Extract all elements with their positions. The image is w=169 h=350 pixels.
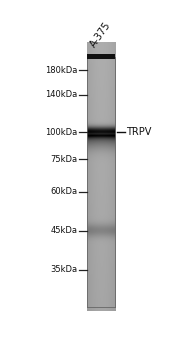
Text: 35kDa: 35kDa [50,265,77,274]
Text: 75kDa: 75kDa [50,155,77,164]
Text: 45kDa: 45kDa [50,226,77,235]
Text: 140kDa: 140kDa [45,90,77,99]
Text: 100kDa: 100kDa [45,128,77,137]
Bar [87,54,115,59]
Text: 60kDa: 60kDa [50,187,77,196]
Text: 180kDa: 180kDa [45,66,77,75]
Text: TRPV: TRPV [126,127,151,137]
Text: A-375: A-375 [89,20,113,49]
